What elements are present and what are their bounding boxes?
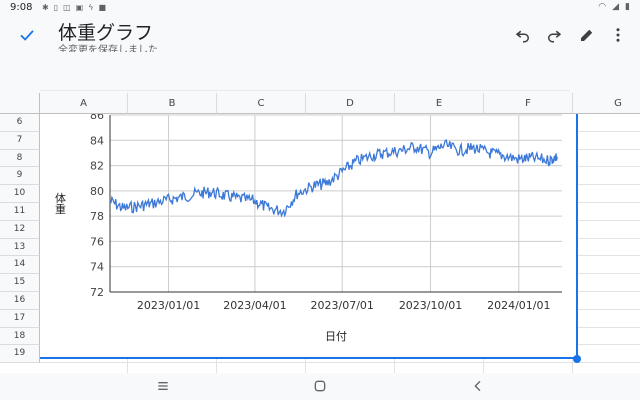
header-divider <box>40 90 570 91</box>
bluetooth-icon: ✱ <box>42 3 49 12</box>
x-tick-label: 2023/10/01 <box>399 299 462 312</box>
system-nav-bar <box>0 373 640 400</box>
nfc-icon: ◫ <box>63 3 71 12</box>
home-icon[interactable] <box>312 378 328 394</box>
row-header-9[interactable]: 9 <box>0 167 40 186</box>
chart-selection-border-bottom <box>40 357 578 359</box>
chart-selection-border <box>576 114 578 359</box>
signal-icon: ◢ <box>612 2 620 12</box>
y-tick-label: 84 <box>90 134 104 147</box>
select-all-corner[interactable] <box>0 93 40 114</box>
row-header-14[interactable]: 14 <box>0 256 40 275</box>
y-tick-label: 78 <box>90 210 104 223</box>
weight-series-line <box>109 139 558 218</box>
column-header-d[interactable]: D <box>306 93 395 114</box>
y-tick-label: 82 <box>90 160 104 173</box>
status-time: 9:08 <box>10 2 33 13</box>
wifi-icon: ◠ <box>598 2 607 12</box>
notification-icon: ■ <box>98 3 107 12</box>
edit-icon[interactable] <box>578 26 596 44</box>
x-tick-label: 2023/01/01 <box>137 299 200 312</box>
column-header-a[interactable]: A <box>40 93 128 114</box>
save-status: 全変更を保存しました <box>58 45 158 52</box>
x-tick-label: 2023/07/01 <box>311 299 374 312</box>
y-tick-label: 74 <box>90 261 104 274</box>
row-header-7[interactable]: 7 <box>0 131 40 150</box>
row-header-12[interactable]: 12 <box>0 220 40 239</box>
y-axis-title: 体重 <box>54 191 67 214</box>
back-icon[interactable] <box>470 378 486 394</box>
x-tick-label: 2024/01/01 <box>487 299 550 312</box>
grid-row-line <box>40 362 640 364</box>
row-header-6[interactable]: 6 <box>0 114 40 132</box>
row-header-18[interactable]: 18 <box>0 327 40 346</box>
row-header-15[interactable]: 15 <box>0 274 40 292</box>
chart-svg: 72 74 76 78 80 82 84 86 2023/01/01 2023/04/01 2023… <box>54 109 562 343</box>
status-bar: 9:08 ✱ ▯ ◫ ▣ ϟ ■ ◠ ◢ ▮ <box>0 0 640 16</box>
row-header-10[interactable]: 10 <box>0 185 40 203</box>
column-header-b[interactable]: B <box>128 93 217 114</box>
recent-apps-icon[interactable] <box>155 378 171 394</box>
app-header: 体重グラフ 全変更を保存しました <box>0 16 640 91</box>
data-icon: ▣ <box>75 3 84 12</box>
x-tick-label: 2023/04/01 <box>223 299 286 312</box>
redo-icon[interactable] <box>545 26 563 44</box>
column-header-g[interactable]: G <box>573 93 640 114</box>
check-icon[interactable] <box>18 26 36 44</box>
flash-icon: ϟ <box>88 3 94 12</box>
chart-resize-handle[interactable] <box>573 355 581 363</box>
column-header-c[interactable]: C <box>217 93 306 114</box>
battery-icon: ▮ <box>625 2 630 12</box>
y-tick-label: 80 <box>90 185 104 198</box>
status-icons-right: ◠ ◢ ▮ <box>598 2 630 12</box>
y-tick-label: 86 <box>90 114 104 122</box>
row-header-8[interactable]: 8 <box>0 149 40 168</box>
row-header-19[interactable]: 19 <box>0 345 40 364</box>
column-header-e[interactable]: E <box>395 93 484 114</box>
row-header-11[interactable]: 11 <box>0 203 40 221</box>
y-tick-label: 72 <box>90 286 104 299</box>
page-title: 体重グラフ <box>58 22 154 44</box>
weight-chart[interactable]: 72 74 76 78 80 82 84 86 2023/01/01 2023/04/01 2023… <box>40 109 578 359</box>
row-header-16[interactable]: 16 <box>0 292 40 310</box>
row-header-17[interactable]: 17 <box>0 309 40 328</box>
undo-icon[interactable] <box>514 26 532 44</box>
vibrate-icon: ▯ <box>53 3 59 12</box>
more-icon[interactable] <box>609 26 627 44</box>
row-header-13[interactable]: 13 <box>0 238 40 257</box>
x-axis-title: 日付 <box>325 330 347 343</box>
column-header-f[interactable]: F <box>484 93 573 114</box>
status-icons-left: ✱ ▯ ◫ ▣ ϟ ■ <box>42 3 106 12</box>
y-tick-label: 76 <box>90 235 104 248</box>
